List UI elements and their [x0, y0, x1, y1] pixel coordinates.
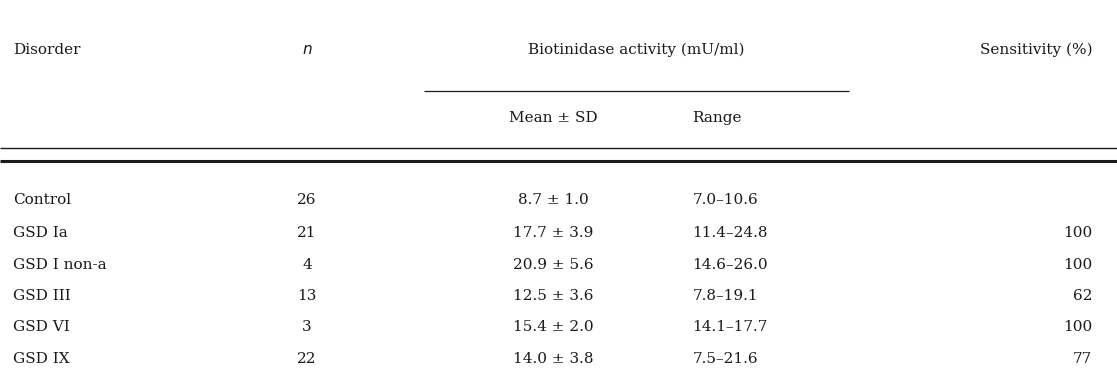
Text: 12.5 ± 3.6: 12.5 ± 3.6 [513, 289, 593, 303]
Text: 14.0 ± 3.8: 14.0 ± 3.8 [513, 352, 593, 366]
Text: 4: 4 [303, 258, 312, 272]
Text: 7.8–19.1: 7.8–19.1 [693, 289, 758, 303]
Text: 100: 100 [1063, 226, 1092, 240]
Text: 14.1–17.7: 14.1–17.7 [693, 320, 767, 334]
Text: GSD I non-a: GSD I non-a [13, 258, 107, 272]
Text: GSD III: GSD III [13, 289, 71, 303]
Text: 13: 13 [297, 289, 317, 303]
Text: $n$: $n$ [302, 43, 313, 57]
Text: Sensitivity (%): Sensitivity (%) [980, 43, 1092, 57]
Text: Mean ± SD: Mean ± SD [508, 111, 598, 125]
Text: Control: Control [13, 193, 71, 207]
Text: 17.7 ± 3.9: 17.7 ± 3.9 [513, 226, 593, 240]
Text: 8.7 ± 1.0: 8.7 ± 1.0 [517, 193, 589, 207]
Text: Range: Range [693, 111, 742, 125]
Text: 20.9 ± 5.6: 20.9 ± 5.6 [513, 258, 593, 272]
Text: GSD Ia: GSD Ia [13, 226, 68, 240]
Text: 77: 77 [1073, 352, 1092, 366]
Text: Biotinidase activity (mU/ml): Biotinidase activity (mU/ml) [528, 43, 745, 57]
Text: 100: 100 [1063, 320, 1092, 334]
Text: 21: 21 [297, 226, 317, 240]
Text: 15.4 ± 2.0: 15.4 ± 2.0 [513, 320, 593, 334]
Text: 11.4–24.8: 11.4–24.8 [693, 226, 768, 240]
Text: 3: 3 [303, 320, 312, 334]
Text: 14.6–26.0: 14.6–26.0 [693, 258, 768, 272]
Text: Disorder: Disorder [13, 43, 80, 57]
Text: GSD VI: GSD VI [13, 320, 70, 334]
Text: 7.0–10.6: 7.0–10.6 [693, 193, 758, 207]
Text: 62: 62 [1073, 289, 1092, 303]
Text: GSD IX: GSD IX [13, 352, 70, 366]
Text: 7.5–21.6: 7.5–21.6 [693, 352, 758, 366]
Text: 100: 100 [1063, 258, 1092, 272]
Text: 26: 26 [297, 193, 317, 207]
Text: 22: 22 [297, 352, 317, 366]
